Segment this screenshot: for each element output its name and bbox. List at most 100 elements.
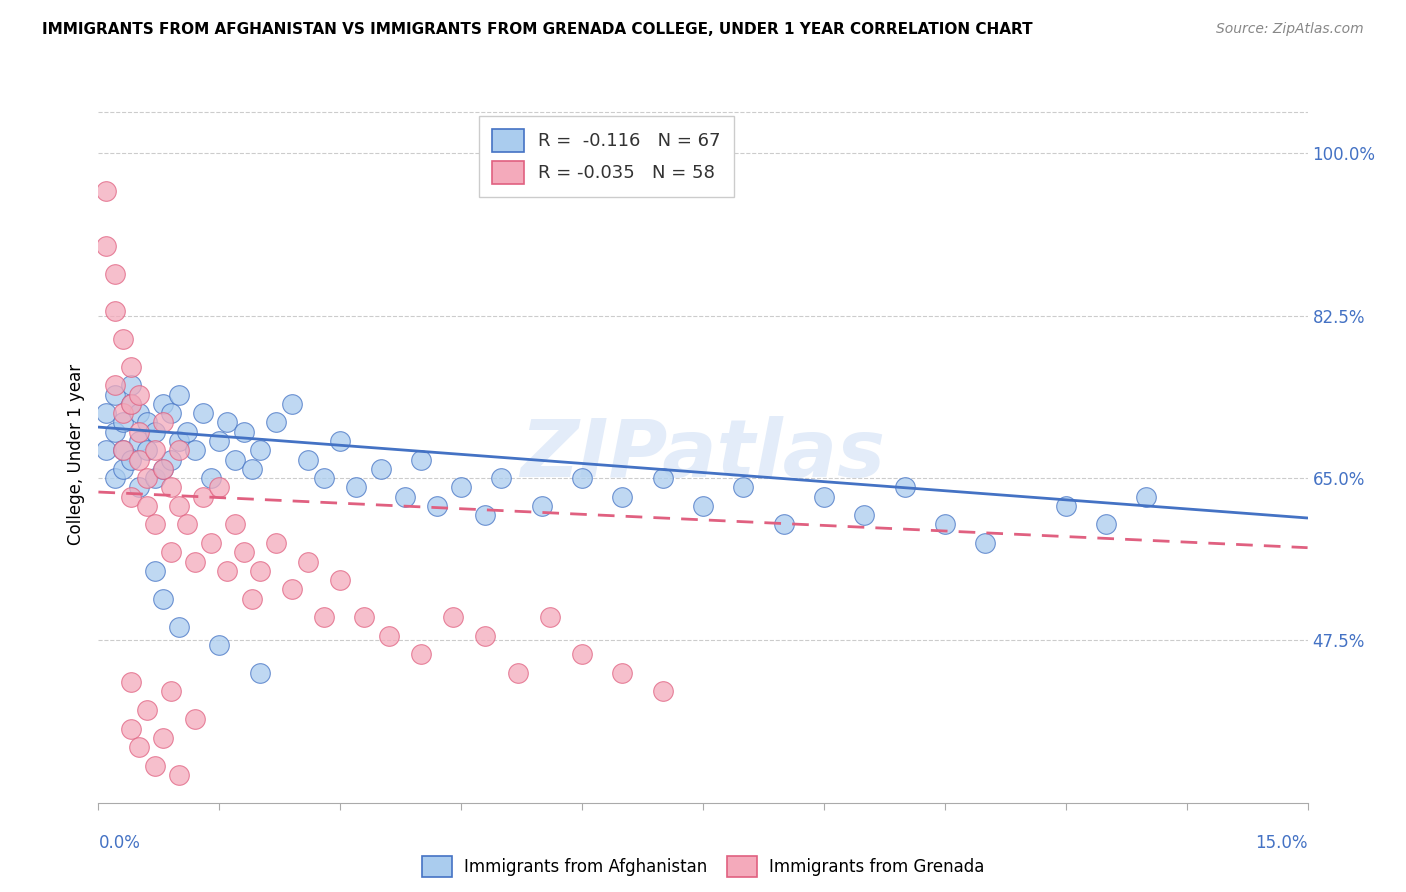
Point (651, 684, 673, 698)
Point (160, 480, 183, 494)
Point (394, 490, 416, 504)
Point (160, 452, 183, 467)
Point (135, 471, 157, 485)
Point (167, 499, 190, 513)
Point (128, 740, 150, 755)
Point (120, 675, 142, 690)
Point (538, 610, 561, 624)
Point (474, 508, 496, 523)
Point (128, 434, 150, 448)
Point (96, 184, 118, 198)
Point (152, 416, 174, 430)
Point (651, 471, 673, 485)
Point (167, 619, 190, 633)
Point (441, 610, 464, 624)
Point (571, 648, 593, 662)
Point (167, 387, 190, 401)
Point (224, 517, 246, 532)
Point (377, 629, 399, 643)
Point (143, 517, 166, 532)
Point (96, 406, 118, 420)
Point (167, 443, 190, 458)
Point (143, 564, 166, 578)
Point (612, 665, 634, 680)
Point (143, 471, 166, 485)
Point (264, 536, 287, 550)
Point (120, 359, 142, 374)
Point (200, 471, 222, 485)
Point (143, 758, 166, 772)
Point (1054, 499, 1077, 513)
Point (314, 610, 336, 624)
Point (208, 638, 231, 652)
Point (974, 536, 997, 550)
Point (232, 545, 254, 559)
Point (143, 443, 166, 458)
Point (1135, 490, 1157, 504)
Point (167, 434, 190, 448)
Point (111, 332, 134, 346)
Point (193, 490, 215, 504)
Point (193, 406, 215, 420)
Point (111, 462, 134, 476)
Point (135, 416, 157, 430)
Point (167, 768, 190, 782)
Text: Source: ZipAtlas.com: Source: ZipAtlas.com (1216, 22, 1364, 37)
Point (184, 443, 207, 458)
Point (491, 471, 513, 485)
Point (409, 648, 432, 662)
Point (314, 471, 336, 485)
Point (96, 239, 118, 253)
Point (103, 304, 125, 318)
Point (217, 416, 239, 430)
Point (264, 416, 287, 430)
Point (506, 665, 529, 680)
Point (184, 712, 207, 726)
Point (232, 425, 254, 439)
Text: 0.0%: 0.0% (98, 834, 141, 852)
Point (370, 462, 392, 476)
Point (135, 703, 157, 717)
Point (128, 425, 150, 439)
Point (103, 267, 125, 281)
Point (103, 425, 125, 439)
Point (249, 665, 271, 680)
Point (103, 378, 125, 392)
Point (329, 434, 352, 448)
Point (733, 480, 755, 494)
Point (208, 480, 231, 494)
Point (474, 629, 496, 643)
Y-axis label: College, Under 1 year: College, Under 1 year (66, 364, 84, 546)
Point (152, 731, 174, 745)
Point (249, 564, 271, 578)
Point (111, 443, 134, 458)
Point (772, 517, 794, 532)
Point (103, 387, 125, 401)
Point (530, 499, 553, 513)
Point (208, 434, 231, 448)
Point (934, 517, 956, 532)
Point (176, 517, 198, 532)
Point (426, 499, 449, 513)
Point (249, 443, 271, 458)
Text: ZIPatlas: ZIPatlas (520, 416, 886, 494)
Point (152, 397, 174, 411)
Point (128, 387, 150, 401)
Point (176, 425, 198, 439)
Text: 15.0%: 15.0% (1256, 834, 1308, 852)
Point (152, 591, 174, 606)
Point (103, 471, 125, 485)
Point (111, 416, 134, 430)
Point (111, 406, 134, 420)
Point (135, 443, 157, 458)
Point (135, 499, 157, 513)
Point (128, 480, 150, 494)
Point (160, 684, 183, 698)
Point (96, 443, 118, 458)
Legend: Immigrants from Afghanistan, Immigrants from Grenada: Immigrants from Afghanistan, Immigrants … (413, 848, 993, 885)
Point (853, 508, 876, 523)
Point (120, 722, 142, 736)
Point (120, 378, 142, 392)
Point (240, 462, 263, 476)
Point (893, 480, 915, 494)
